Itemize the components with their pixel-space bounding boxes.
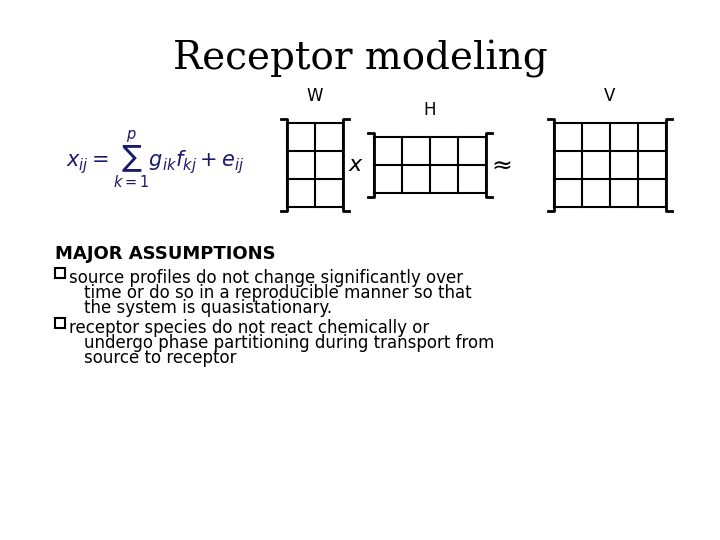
Text: H: H [424, 101, 436, 119]
Text: undergo phase partitioning during transport from: undergo phase partitioning during transp… [84, 334, 495, 352]
Text: W: W [307, 87, 323, 105]
Text: source to receptor: source to receptor [84, 349, 236, 367]
Text: the system is quasistationary.: the system is quasistationary. [84, 299, 332, 317]
Text: Receptor modeling: Receptor modeling [173, 40, 547, 78]
Text: MAJOR ASSUMPTIONS: MAJOR ASSUMPTIONS [55, 245, 276, 263]
Text: source profiles do not change significantly over: source profiles do not change significan… [69, 269, 463, 287]
Bar [55, 318, 65, 328]
Text: $x_{ij} = \sum_{k=1}^{p} g_{ik}f_{kj} + e_{ij}$: $x_{ij} = \sum_{k=1}^{p} g_{ik}f_{kj} + … [66, 129, 244, 191]
Text: receptor species do not react chemically or: receptor species do not react chemically… [69, 319, 429, 337]
Bar [55, 268, 65, 278]
Text: V: V [604, 87, 616, 105]
Text: $\approx$: $\approx$ [487, 153, 513, 177]
Text: x: x [348, 155, 361, 175]
Text: time or do so in a reproducible manner so that: time or do so in a reproducible manner s… [84, 284, 472, 302]
